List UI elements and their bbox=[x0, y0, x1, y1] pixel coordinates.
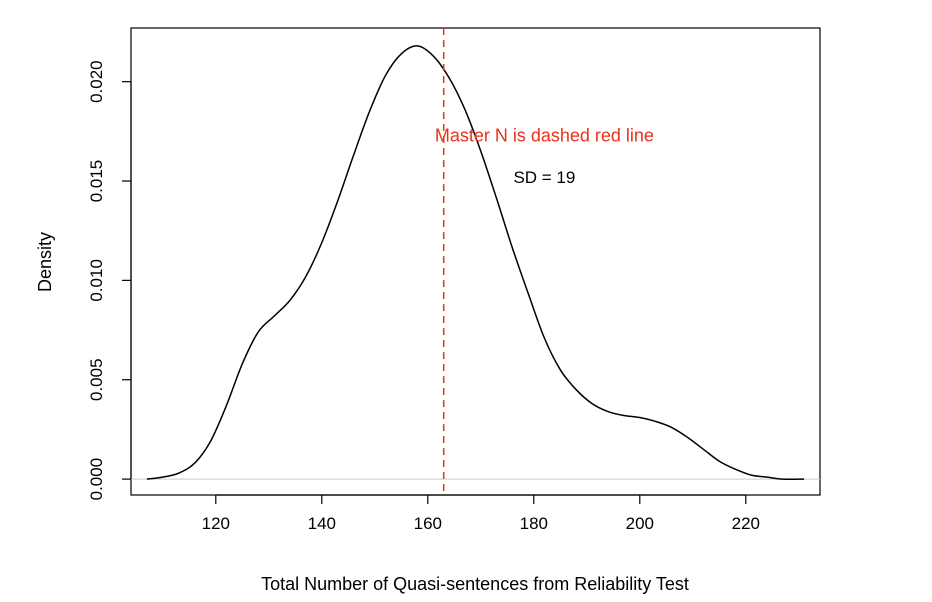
density-curve bbox=[146, 45, 805, 480]
y-axis: 0.000 0.005 0.010 0.015 0.020 bbox=[87, 60, 132, 501]
y-tick-label: 0.015 bbox=[87, 160, 106, 203]
y-axis-label: Density bbox=[35, 232, 55, 292]
y-tick-label: 0.010 bbox=[87, 259, 106, 302]
y-tick-label: 0.005 bbox=[87, 358, 106, 401]
x-tick-label: 140 bbox=[308, 514, 336, 533]
y-tick-label: 0.020 bbox=[87, 60, 106, 103]
x-axis: 120 140 160 180 200 220 bbox=[202, 494, 760, 533]
plot-frame bbox=[130, 27, 821, 496]
annotation-master-n: Master N is dashed red line bbox=[435, 125, 654, 145]
x-axis-label: Total Number of Quasi-sentences from Rel… bbox=[261, 574, 689, 594]
x-tick-label: 200 bbox=[626, 514, 654, 533]
y-tick-label: 0.000 bbox=[87, 458, 106, 501]
x-tick-label: 120 bbox=[202, 514, 230, 533]
x-tick-label: 220 bbox=[732, 514, 760, 533]
x-tick-label: 180 bbox=[520, 514, 548, 533]
x-tick-label: 160 bbox=[414, 514, 442, 533]
annotation-sd: SD = 19 bbox=[513, 168, 575, 187]
